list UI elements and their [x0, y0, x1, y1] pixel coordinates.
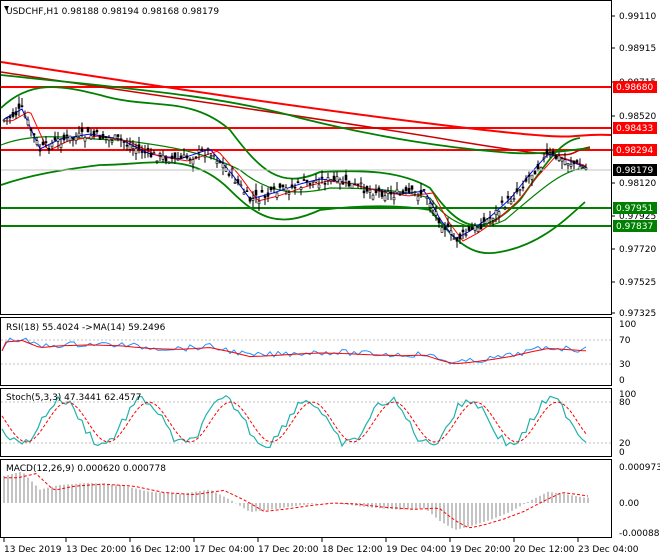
macd-signal-line	[4, 473, 589, 529]
price-tag-box	[613, 164, 657, 176]
price-tag-box	[613, 202, 657, 214]
price-axis-label: 0.98120	[619, 179, 656, 189]
bollinger-upper	[0, 86, 581, 227]
macd-pane-frame	[0, 459, 612, 538]
price-tag-label: 0.98294	[616, 146, 653, 156]
time-axis-label: 19 Dec 04:00	[386, 545, 447, 555]
price-tag-box	[613, 144, 657, 156]
price-axis-label: 0.97325	[619, 309, 656, 319]
rsi-header: RSI(18) 55.4024 ->MA(14) 59.2496	[6, 323, 166, 333]
price-axis-label: 0.98520	[619, 112, 656, 122]
stoch-main-line	[1, 394, 587, 449]
macd-axis: 0.000973 0.00 -0.000889	[619, 463, 660, 539]
main-pane-frame	[0, 0, 612, 315]
price-tag-box	[613, 122, 657, 134]
rsi-ma-line	[1, 339, 587, 365]
rsi-axis-label: 0	[619, 376, 625, 386]
stoch-axis-label: 80	[619, 398, 631, 408]
price-tags: 0.98680 0.98433 0.98294 0.98179 0.97951 0.978…	[613, 81, 657, 232]
mid-ma-red	[0, 71, 591, 156]
stoch-axis-label: 0	[619, 448, 625, 458]
price-axis-label: 0.98915	[619, 44, 656, 54]
price-axis-label: 0.97720	[619, 245, 656, 255]
price-tag-box	[613, 220, 657, 232]
price-axis-label: 0.97525	[619, 278, 656, 288]
stoch-signal-line	[1, 401, 587, 443]
time-axis-label: 13 Dec 2019	[4, 545, 62, 555]
time-axis-label: 23 Dec 04:00	[578, 545, 639, 555]
rsi-axis: 100 70 30 0	[619, 320, 636, 386]
price-axis-label: 0.97925	[619, 212, 656, 222]
rsi-pane-frame	[0, 317, 612, 386]
time-axis-label: 16 Dec 12:00	[130, 545, 191, 555]
macd-axis-label: 0.000973	[619, 463, 660, 473]
time-axis-label: 13 Dec 20:00	[66, 545, 127, 555]
time-axis-label: 18 Dec 12:00	[322, 545, 383, 555]
price-tag-box	[613, 81, 657, 93]
price-tag-label: 0.97951	[616, 204, 653, 214]
stoch-header: Stoch(5,3,3) 47.3441 62.4577	[6, 393, 141, 403]
candlestick-series[interactable]	[2, 96, 588, 248]
rsi-axis-label: 100	[619, 320, 636, 330]
macd-axis-label: -0.000889	[619, 529, 660, 539]
rsi-axis-label: 70	[619, 336, 631, 346]
stoch-pane-frame	[0, 388, 612, 457]
rsi-line	[1, 337, 587, 365]
macd-histogram	[3, 472, 589, 530]
macd-axis-label: 0.00	[619, 499, 639, 509]
price-tag-label: 0.98179	[616, 166, 653, 176]
price-tag-label: 0.98680	[616, 83, 653, 93]
dropdown-triangle-icon	[4, 6, 9, 11]
bollinger-lower	[0, 161, 586, 254]
price-axis-label: 0.99110	[619, 12, 656, 22]
rsi-axis-label: 30	[619, 360, 631, 370]
stoch-axis-label: 100	[619, 390, 636, 400]
long-ma-red	[0, 61, 612, 138]
macd-header: MACD(12,26,9) 0.000620 0.000778	[6, 464, 166, 474]
time-axis: 13 Dec 2019 13 Dec 20:00 16 Dec 12:00 17 De…	[3, 538, 639, 555]
stoch-axis-label: 20	[619, 439, 631, 449]
main-header: USDCHF,H1 0.98188 0.98194 0.98168 0.9817…	[6, 7, 219, 17]
price-tag-label: 0.98433	[616, 124, 653, 134]
time-axis-label: 19 Dec 20:00	[450, 545, 511, 555]
time-axis-label: 17 Dec 20:00	[258, 545, 319, 555]
price-tag-label: 0.97837	[616, 222, 653, 232]
time-axis-label: 17 Dec 04:00	[194, 545, 255, 555]
long-ma-green	[0, 74, 591, 155]
time-axis-label: 20 Dec 12:00	[514, 545, 575, 555]
